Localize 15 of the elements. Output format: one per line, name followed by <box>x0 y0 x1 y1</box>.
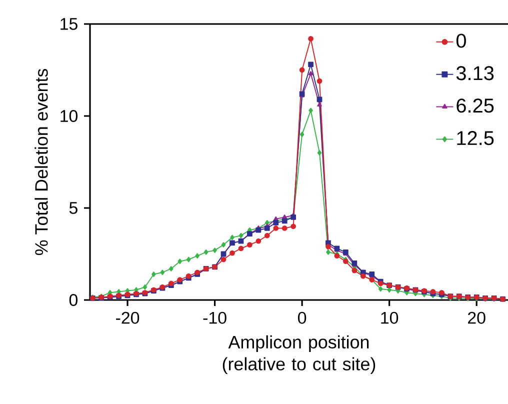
x-tick-label: 20 <box>468 312 486 324</box>
legend-label: 3.13 <box>456 66 494 80</box>
x-tick-label: -10 <box>203 312 226 324</box>
x-tick-label: 10 <box>381 312 398 324</box>
y-tick-label: 10 <box>60 110 78 122</box>
x-tick-label: 0 <box>298 312 306 324</box>
x-tick-label: -20 <box>116 312 140 324</box>
x-axis-title: Amplicon position (relative to cut site) <box>222 335 376 374</box>
y-tick-label: 5 <box>69 202 78 214</box>
legend-label: 12.5 <box>457 131 494 146</box>
y-axis-title: % Total Deletion events <box>34 68 48 256</box>
legend-label: 0 <box>456 34 466 48</box>
legend-label: 6.25 <box>456 98 494 113</box>
y-tick-label: 15 <box>60 18 78 30</box>
y-tick-label: 0 <box>69 294 78 306</box>
